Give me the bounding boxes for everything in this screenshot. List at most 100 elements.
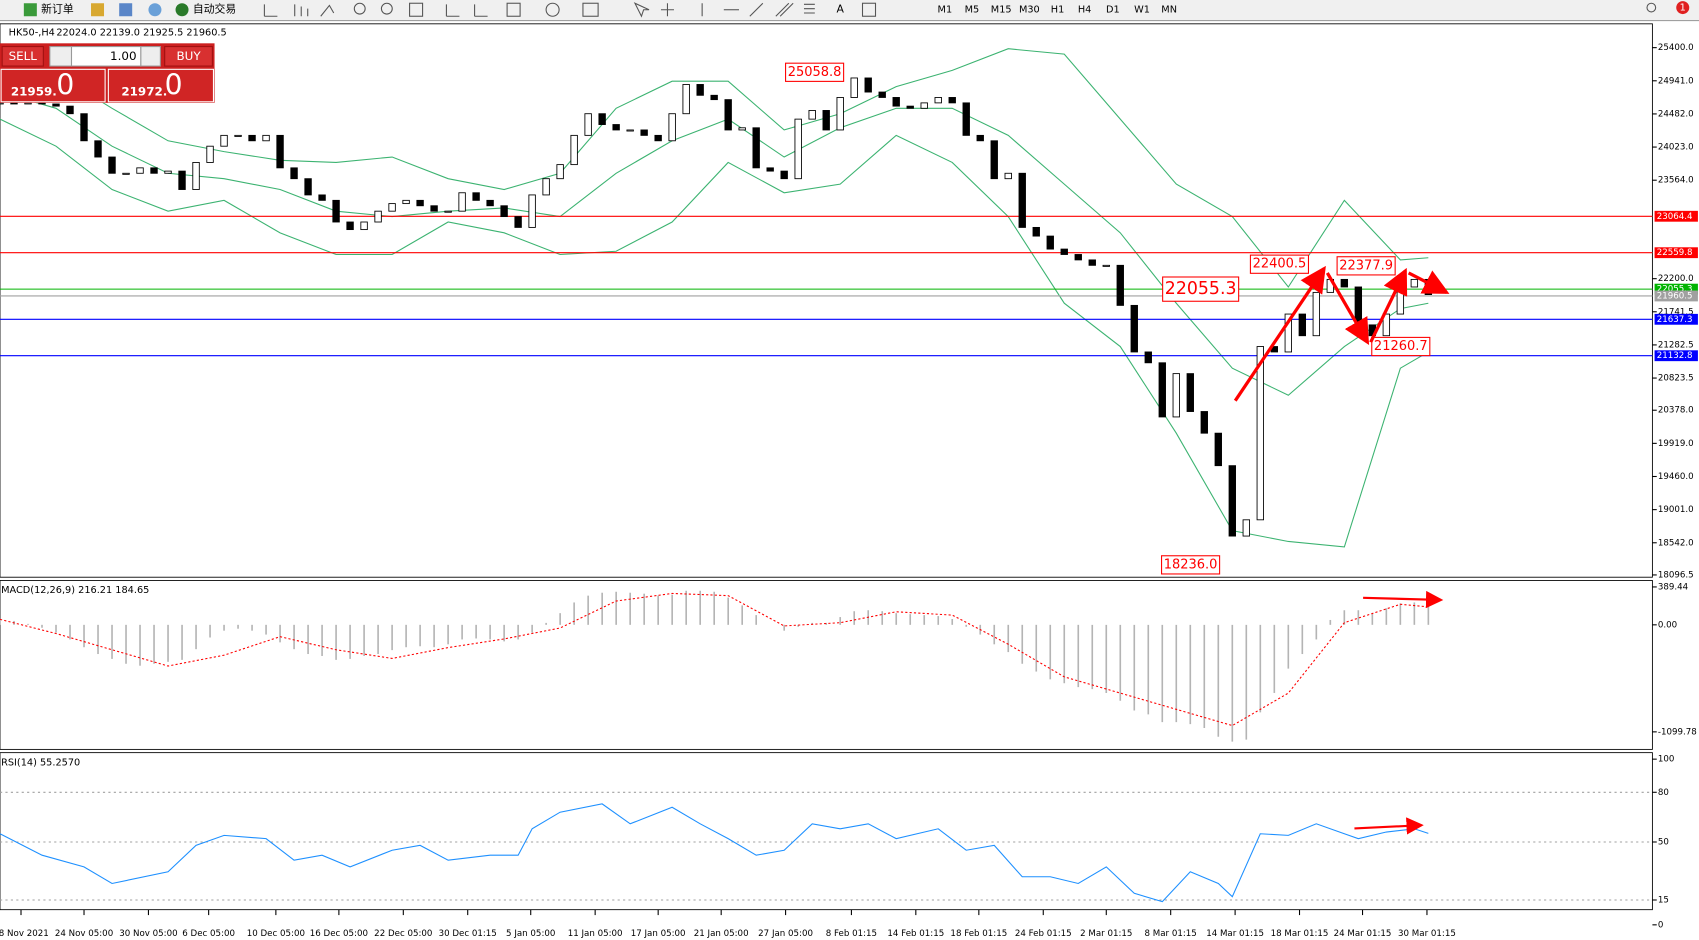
lots[interactable]: 1.00 bbox=[110, 49, 137, 63]
auto-trading[interactable]: 自动交易 bbox=[193, 2, 236, 16]
y-tick-label: 50 bbox=[1658, 837, 1669, 847]
icon[interactable] bbox=[445, 4, 460, 17]
sell-button[interactable] bbox=[1, 46, 44, 67]
candle bbox=[626, 129, 634, 132]
timeframe[interactable]: M5 bbox=[965, 5, 980, 16]
buy-price-big[interactable]: 0 bbox=[165, 69, 183, 102]
annotation: 22400.5 bbox=[1253, 257, 1307, 272]
icon[interactable] bbox=[474, 4, 488, 17]
candle bbox=[458, 192, 466, 212]
icon[interactable] bbox=[119, 3, 133, 17]
icon[interactable] bbox=[506, 2, 521, 17]
search-icon[interactable] bbox=[1646, 2, 1657, 13]
timeframe[interactable]: H1 bbox=[1051, 5, 1065, 16]
icon[interactable] bbox=[91, 3, 105, 17]
annotation: 18236.0 bbox=[1164, 557, 1218, 572]
arrow bbox=[1369, 267, 1408, 343]
candle bbox=[990, 140, 998, 180]
icon[interactable] bbox=[320, 4, 335, 17]
y-tick-label: 21741.5 bbox=[1658, 307, 1694, 317]
sell-label[interactable]: SELL bbox=[9, 49, 38, 63]
candle bbox=[346, 221, 354, 231]
timeframes: M1 M5 M15 M30 H1 H4 D1 W1 MN bbox=[938, 5, 1177, 16]
icon[interactable] bbox=[582, 2, 599, 17]
icon[interactable] bbox=[803, 3, 815, 14]
icon[interactable] bbox=[749, 2, 764, 17]
icon[interactable] bbox=[633, 2, 650, 18]
candle bbox=[80, 113, 88, 142]
timeframe[interactable]: MN bbox=[1161, 5, 1177, 16]
icon[interactable] bbox=[294, 4, 309, 17]
icon[interactable] bbox=[380, 2, 393, 15]
annotation-box bbox=[1161, 555, 1221, 575]
icon[interactable] bbox=[660, 3, 674, 17]
sell-price-box[interactable] bbox=[0, 68, 106, 103]
candle bbox=[430, 205, 438, 212]
auto-trading-icon[interactable] bbox=[175, 3, 189, 17]
candle bbox=[290, 167, 298, 180]
arrow bbox=[1325, 272, 1370, 346]
candle bbox=[1312, 291, 1321, 337]
icon[interactable] bbox=[409, 2, 424, 17]
buy-button[interactable] bbox=[164, 46, 213, 67]
y-tick-label: 21282.5 bbox=[1658, 340, 1694, 350]
timeframe[interactable]: H4 bbox=[1078, 5, 1092, 16]
icon[interactable] bbox=[861, 2, 877, 17]
lots-up[interactable] bbox=[140, 46, 161, 67]
timeframe[interactable]: M1 bbox=[938, 5, 953, 16]
x-tick-label: 8 Feb 01:15 bbox=[826, 929, 877, 939]
candle bbox=[10, 102, 18, 105]
badge-count[interactable]: 1 bbox=[1680, 3, 1686, 14]
icon[interactable] bbox=[353, 2, 366, 15]
icon[interactable] bbox=[545, 2, 560, 17]
y-tick-label: 389.44 bbox=[1658, 582, 1689, 592]
candle bbox=[892, 97, 900, 107]
timeframe[interactable]: M30 bbox=[1019, 5, 1040, 16]
annotation-box bbox=[1162, 276, 1240, 302]
timeframe[interactable]: D1 bbox=[1106, 5, 1120, 16]
candle bbox=[234, 134, 242, 137]
y-tick-label: 18542.0 bbox=[1658, 538, 1694, 548]
text-tool[interactable]: A bbox=[836, 3, 844, 16]
candle bbox=[1088, 259, 1096, 266]
sell-price[interactable]: 21959. bbox=[11, 85, 57, 99]
new-order-icon[interactable] bbox=[23, 3, 37, 17]
candle bbox=[1410, 278, 1419, 288]
candle bbox=[248, 134, 256, 142]
x-tick-label: 24 Nov 05:00 bbox=[55, 929, 113, 939]
y-tick-label: 0 bbox=[1658, 920, 1664, 930]
candle bbox=[276, 134, 284, 169]
buy-label[interactable]: BUY bbox=[176, 49, 201, 63]
candle bbox=[528, 194, 536, 228]
timeframe[interactable]: W1 bbox=[1134, 5, 1150, 16]
sell-price-big[interactable]: 0 bbox=[56, 69, 74, 102]
lots-down[interactable] bbox=[49, 46, 73, 67]
candle bbox=[66, 105, 74, 115]
icon[interactable] bbox=[263, 4, 278, 17]
timeframe[interactable]: M15 bbox=[991, 5, 1012, 16]
candle bbox=[150, 167, 158, 174]
candle bbox=[1354, 286, 1363, 326]
x-tick-label: 2 Mar 01:15 bbox=[1080, 929, 1132, 939]
tool-icons bbox=[263, 2, 1657, 18]
candle bbox=[444, 210, 452, 213]
symbol: HK50-,H4 bbox=[9, 27, 55, 38]
annotation: 25058.8 bbox=[788, 65, 842, 80]
candle bbox=[752, 127, 760, 169]
buy-price[interactable]: 21972. bbox=[121, 85, 167, 99]
icon[interactable] bbox=[148, 3, 162, 17]
trade-panel: SELL 1.00 BUY 21959. 0 21972. 0 bbox=[0, 43, 215, 103]
new-order[interactable]: 新订单 bbox=[41, 2, 74, 16]
badge[interactable] bbox=[1676, 1, 1690, 15]
candle bbox=[556, 164, 564, 180]
candle bbox=[962, 102, 970, 136]
candle bbox=[808, 110, 816, 120]
candle bbox=[262, 134, 270, 142]
candle bbox=[598, 113, 606, 125]
candle bbox=[920, 102, 928, 109]
icon[interactable] bbox=[775, 2, 794, 17]
level-tag bbox=[1654, 350, 1698, 362]
buy-price-box[interactable] bbox=[107, 68, 215, 103]
candle bbox=[220, 134, 228, 147]
candle bbox=[836, 97, 844, 131]
